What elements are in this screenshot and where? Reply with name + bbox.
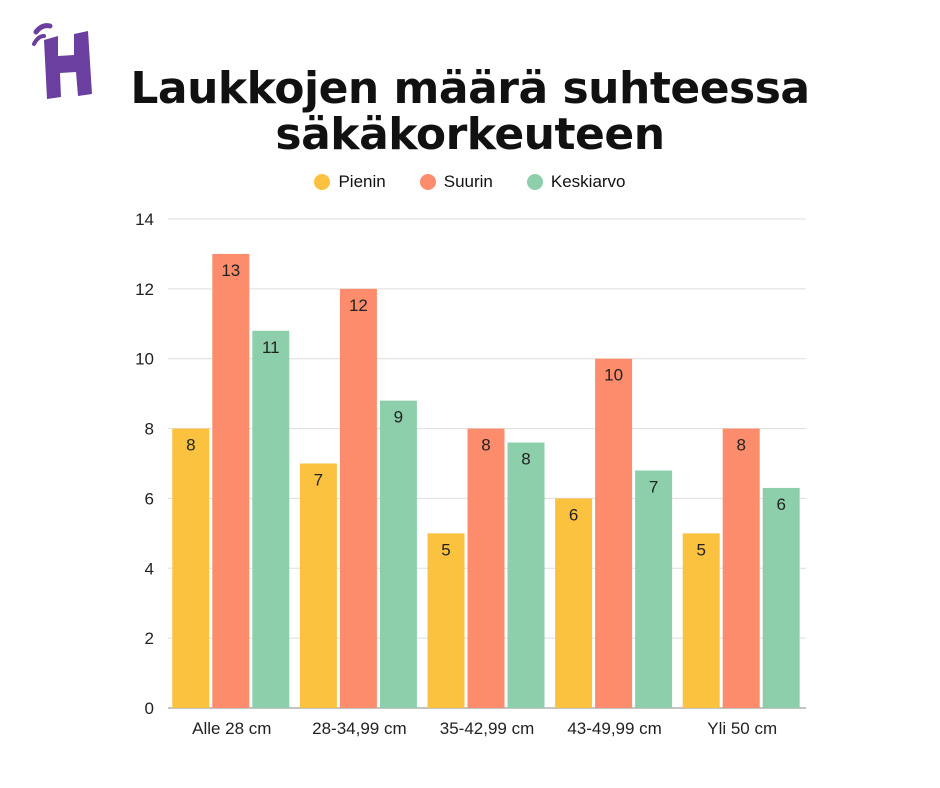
- x-tick-label-0: Alle 28 cm: [192, 719, 271, 738]
- data-label-pienin-1: 7: [314, 471, 323, 490]
- legend-item-pienin: Pienin: [314, 172, 386, 192]
- bar-suurin-2: [467, 428, 505, 708]
- bar-suurin-0: [212, 253, 250, 708]
- data-label-keskiarvo-1: 9: [394, 408, 403, 427]
- legend-dot-keskiarvo: [526, 174, 543, 190]
- data-label-suurin-3: 10: [604, 366, 623, 385]
- chart-title-line-1: Laukkojen määrä suhteessa: [130, 63, 810, 114]
- y-tick-label-0: 0: [145, 699, 154, 718]
- y-tick-label-2: 2: [145, 629, 154, 648]
- chart-title: Laukkojen määrä suhteessa säkäkorkeuteen: [0, 66, 940, 158]
- x-tick-label-4: Yli 50 cm: [707, 719, 777, 738]
- data-label-keskiarvo-2: 8: [521, 450, 530, 469]
- y-tick-label-14: 14: [135, 210, 154, 229]
- logo-icon: [32, 23, 92, 99]
- y-tick-label-10: 10: [135, 350, 154, 369]
- data-label-keskiarvo-4: 6: [776, 495, 785, 514]
- y-tick-label-12: 12: [135, 280, 154, 299]
- x-tick-label-2: 35-42,99 cm: [440, 719, 535, 738]
- y-tick-label-8: 8: [145, 420, 154, 439]
- bar-keskiarvo-0: [252, 330, 290, 708]
- bar-pienin-3: [555, 498, 593, 708]
- data-label-suurin-2: 8: [481, 436, 490, 455]
- bar-pienin-0: [172, 428, 210, 708]
- chart-legend: Pienin Suurin Keskiarvo: [0, 172, 940, 192]
- legend-label-pienin: Pienin: [338, 172, 386, 191]
- bar-pienin-1: [299, 463, 337, 708]
- bar-pienin-4: [682, 533, 720, 708]
- bar-pienin-2: [427, 533, 465, 708]
- bar-suurin-4: [722, 428, 760, 708]
- data-label-suurin-0: 13: [221, 261, 240, 280]
- x-tick-label-1: 28-34,99 cm: [312, 719, 407, 738]
- chart-title-line-2: säkäkorkeuteen: [275, 109, 665, 160]
- legend-label-keskiarvo: Keskiarvo: [550, 172, 626, 191]
- y-tick-label-6: 6: [145, 489, 154, 508]
- data-label-pienin-3: 6: [569, 505, 578, 524]
- x-tick-label-3: 43-49,99 cm: [567, 719, 662, 738]
- data-label-keskiarvo-3: 7: [649, 477, 658, 496]
- bar-suurin-3: [595, 358, 633, 708]
- data-label-suurin-4: 8: [736, 436, 745, 455]
- bar-keskiarvo-2: [507, 442, 545, 708]
- data-label-suurin-1: 12: [349, 296, 368, 315]
- legend-item-suurin: Suurin: [419, 172, 493, 192]
- bar-keskiarvo-1: [379, 400, 417, 708]
- legend-item-keskiarvo: Keskiarvo: [526, 172, 626, 192]
- data-label-pienin-0: 8: [186, 436, 195, 455]
- data-label-keskiarvo-0: 11: [262, 338, 280, 357]
- data-label-pienin-4: 5: [696, 540, 705, 559]
- bar-keskiarvo-3: [635, 470, 673, 708]
- legend-dot-pienin: [314, 174, 331, 190]
- bar-keskiarvo-4: [762, 487, 800, 708]
- data-label-pienin-2: 5: [441, 540, 450, 559]
- bar-suurin-1: [339, 288, 377, 708]
- y-tick-label-4: 4: [145, 559, 154, 578]
- legend-dot-suurin: [419, 174, 436, 190]
- legend-label-suurin: Suurin: [443, 172, 493, 191]
